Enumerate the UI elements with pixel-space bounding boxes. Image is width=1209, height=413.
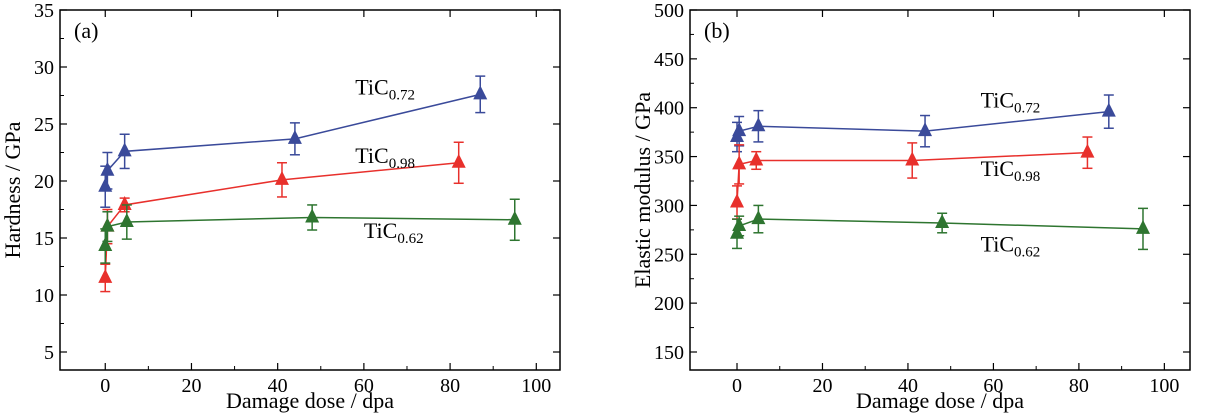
- x-tick-label: 20: [812, 375, 832, 397]
- data-point-triangle: [287, 129, 302, 144]
- panel-label: (b): [704, 18, 730, 43]
- data-point-triangle: [935, 214, 950, 229]
- y-tick-label: 20: [34, 171, 54, 193]
- y-tick-label: 35: [34, 0, 54, 22]
- x-tick-label: 80: [1069, 375, 1089, 397]
- series-label: TiC0.98: [981, 156, 1041, 185]
- panel-label: (a): [74, 18, 98, 43]
- data-point-triangle: [451, 153, 466, 168]
- data-point-triangle: [507, 210, 522, 225]
- y-tick-label: 400: [654, 98, 684, 120]
- y-tick-label: 30: [34, 57, 54, 79]
- data-point-triangle: [119, 213, 134, 228]
- y-axis-label: Elastic modulus / GPa: [630, 92, 655, 288]
- data-point-triangle: [751, 210, 766, 225]
- y-tick-label: 350: [654, 147, 684, 169]
- data-point-triangle: [732, 216, 747, 231]
- data-point-triangle: [730, 193, 745, 208]
- series-TiC0.62: [730, 204, 1150, 251]
- x-tick-label: 0: [100, 375, 110, 397]
- series-TiC0.62: [98, 198, 522, 264]
- x-tick-label: 100: [521, 375, 551, 397]
- data-point-triangle: [100, 161, 115, 176]
- series-label: TiC0.72: [355, 74, 415, 103]
- x-tick-label: 0: [732, 375, 742, 397]
- data-point-triangle: [732, 155, 747, 170]
- x-tick-label: 20: [181, 375, 201, 397]
- series-TiC0.72: [730, 94, 1116, 153]
- chart-panel-a: 5 10 15 20 25 30 35 0 20 40 60 80 100 Damage dose / d…: [0, 0, 561, 413]
- series-label: TiC0.62: [981, 231, 1041, 260]
- data-point-triangle: [274, 170, 289, 185]
- data-point-triangle: [98, 236, 113, 251]
- y-tick-label: 300: [654, 195, 684, 217]
- data-point-triangle: [98, 268, 113, 283]
- y-tick-label: 5: [44, 342, 54, 364]
- data-point-triangle: [100, 217, 115, 232]
- series-label: TiC0.72: [981, 88, 1041, 117]
- y-tick-label: 200: [654, 293, 684, 315]
- series-label: TiC0.98: [355, 143, 415, 172]
- series-label: TiC0.62: [364, 218, 424, 247]
- data-point-triangle: [1080, 143, 1095, 158]
- data-point-triangle: [749, 151, 764, 166]
- x-tick-label: 60: [354, 375, 374, 397]
- x-tick-label: 40: [268, 375, 288, 397]
- y-tick-label: 25: [34, 114, 54, 136]
- x-tick-label: 60: [983, 375, 1003, 397]
- x-axis-label: Damage dose / dpa: [856, 388, 1024, 413]
- x-axis-label: Damage dose / dpa: [226, 388, 394, 413]
- y-tick-label: 150: [654, 342, 684, 364]
- data-point-triangle: [117, 195, 132, 210]
- series-TiC0.72: [98, 75, 488, 208]
- y-tick-label: 250: [654, 244, 684, 266]
- data-point-triangle: [117, 142, 132, 157]
- data-point-triangle: [1135, 219, 1150, 234]
- y-tick-label: 500: [654, 0, 684, 22]
- data-point-triangle: [918, 122, 933, 137]
- plot-frame: [689, 9, 1191, 371]
- data-point-triangle: [473, 85, 488, 100]
- y-axis-label: Hardness / GPa: [0, 121, 25, 258]
- data-point-triangle: [751, 117, 766, 132]
- data-point-triangle: [905, 151, 920, 166]
- data-point-triangle: [1101, 102, 1116, 117]
- x-tick-label: 100: [1149, 375, 1179, 397]
- y-tick-label: 450: [654, 49, 684, 71]
- data-point-triangle: [732, 122, 747, 137]
- y-tick-label: 15: [34, 228, 54, 250]
- chart-panel-b: 150 200 250 300 350 400 450 500 0 20 40 60 80 100 Dama…: [630, 0, 1191, 413]
- plot-frame: [59, 9, 561, 371]
- data-point-triangle: [98, 177, 113, 192]
- y-tick-label: 10: [34, 285, 54, 307]
- x-tick-label: 40: [898, 375, 918, 397]
- x-tick-label: 80: [440, 375, 460, 397]
- data-point-triangle: [305, 208, 320, 223]
